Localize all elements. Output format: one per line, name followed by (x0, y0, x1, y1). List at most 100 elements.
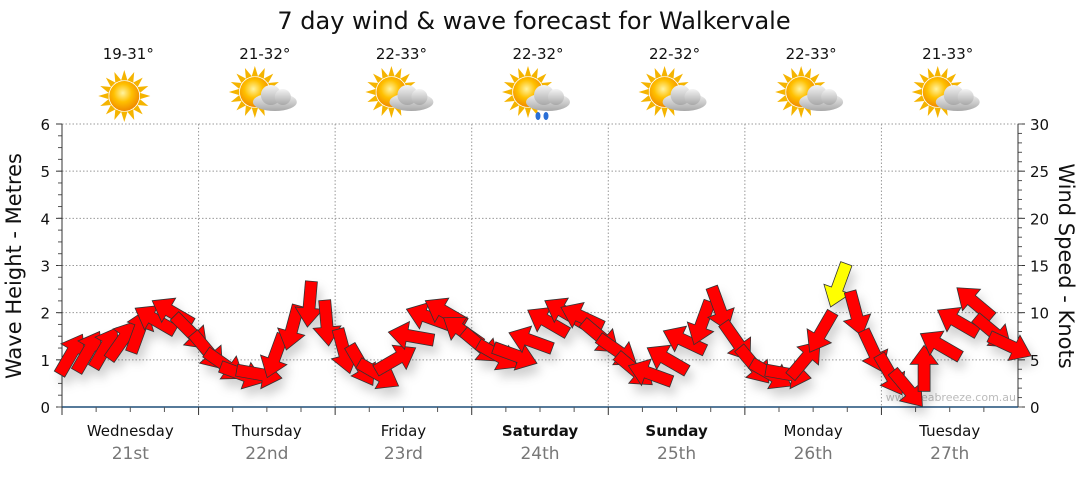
day-temp: 22-33° (376, 45, 427, 63)
wind-arrow (646, 344, 691, 377)
sun-ray (518, 67, 525, 79)
wind-arrow (387, 320, 436, 351)
sun-ray (230, 82, 242, 89)
sun-ray (782, 100, 793, 111)
sun-ray (100, 99, 112, 106)
right-tick-label: 30 (1030, 116, 1049, 134)
sun-ray (518, 105, 525, 117)
sun-ray (133, 77, 143, 88)
right-tick-label: 20 (1030, 210, 1049, 228)
sun-ray (373, 100, 383, 111)
sun-ray (927, 105, 935, 117)
sun-cloud-icon (228, 66, 297, 118)
day-date: 23rd (384, 444, 423, 464)
cloud-part (411, 89, 428, 105)
sun (109, 81, 140, 111)
wind-arrow (986, 330, 1032, 362)
cloud (935, 85, 980, 111)
right-tick-label: 5 (1030, 352, 1040, 370)
day-name: Monday (784, 422, 843, 440)
wind-arrow (909, 344, 939, 392)
day-temp: 21-32° (239, 45, 290, 63)
day-name: Tuesday (918, 422, 980, 440)
cloud-part (821, 89, 838, 105)
sun-ray (121, 111, 128, 122)
sun-ray (503, 95, 515, 102)
cloud-part (548, 89, 564, 105)
sun-ray (127, 109, 135, 121)
wind-arrow (842, 289, 872, 337)
sun-ray (139, 92, 151, 100)
right-tick-label: 0 (1030, 399, 1040, 417)
sun-ray (531, 67, 538, 79)
day-name: Saturday (502, 422, 579, 440)
sun-ray (809, 73, 820, 84)
sun-ray (236, 100, 247, 111)
wind-arrow (956, 287, 997, 323)
day-name: Sunday (645, 422, 708, 440)
sun-ray (934, 107, 941, 118)
sun-ray (934, 66, 941, 77)
sun-ray (509, 100, 520, 111)
sun-ray (367, 82, 379, 89)
sun-ray (646, 73, 656, 84)
sun-ray (946, 73, 957, 84)
day-date: 21st (112, 444, 149, 464)
sun-ray (503, 82, 515, 89)
right-tick-label: 25 (1030, 163, 1049, 181)
sun-ray (105, 77, 116, 88)
sun-ray (797, 107, 805, 118)
day-headers: Wednesday 21st 19-31° Thursday 22nd 21-32° Fri… (87, 45, 980, 464)
sun-ray (797, 66, 805, 77)
sun-ray (114, 109, 122, 121)
day-date: 27th (930, 444, 969, 464)
wind-arrow (936, 306, 981, 339)
wind-arrow (662, 325, 709, 357)
wind-arrow (806, 308, 839, 353)
wind-arrow (705, 284, 735, 332)
sun-ray (263, 73, 274, 84)
day-date: 22nd (245, 444, 288, 464)
sun-ray (775, 88, 786, 96)
cloud (389, 85, 434, 111)
sun-ray (536, 73, 547, 84)
sun-ray (133, 104, 143, 115)
sun-ray (640, 82, 652, 89)
sun-ray (137, 99, 149, 106)
day-name: Thursday (231, 422, 302, 440)
left-tick-label: 2 (40, 305, 50, 323)
sun-ray (673, 73, 683, 84)
wind-arrow (372, 344, 417, 377)
sun-ray (913, 95, 925, 102)
cloud-part (957, 89, 974, 105)
sun-ray (654, 67, 662, 79)
sun-ray (373, 73, 383, 84)
sun-icon (98, 70, 151, 122)
wind-arrows (53, 261, 1032, 408)
sun-ray (791, 105, 799, 117)
sun-ray (661, 107, 668, 118)
sun-ray (381, 67, 389, 79)
sun-ray (524, 66, 532, 77)
sun-cloud-icon (775, 66, 844, 118)
sun-cloud-icon (365, 66, 434, 118)
sun-ray (502, 88, 513, 96)
chart-title: 7 day wind & wave forecast for Walkerval… (277, 7, 790, 35)
left-axis-label: Wave Height - Metres (2, 153, 26, 379)
cloud (799, 85, 844, 111)
sun-ray (381, 105, 389, 117)
sun-ray (654, 105, 662, 117)
day-temp: 22-32° (649, 45, 700, 63)
sun-ray (400, 73, 410, 84)
sun-ray (777, 82, 788, 89)
wind-arrow (508, 325, 555, 355)
sun-ray (804, 67, 812, 79)
sun-ray (394, 67, 402, 79)
sun-ray (244, 67, 252, 79)
sun-ray (367, 95, 379, 102)
sun-ray (509, 73, 520, 84)
sun-ray (251, 66, 259, 77)
day-temp: 22-33° (786, 45, 837, 63)
left-tick-label: 1 (40, 352, 50, 370)
